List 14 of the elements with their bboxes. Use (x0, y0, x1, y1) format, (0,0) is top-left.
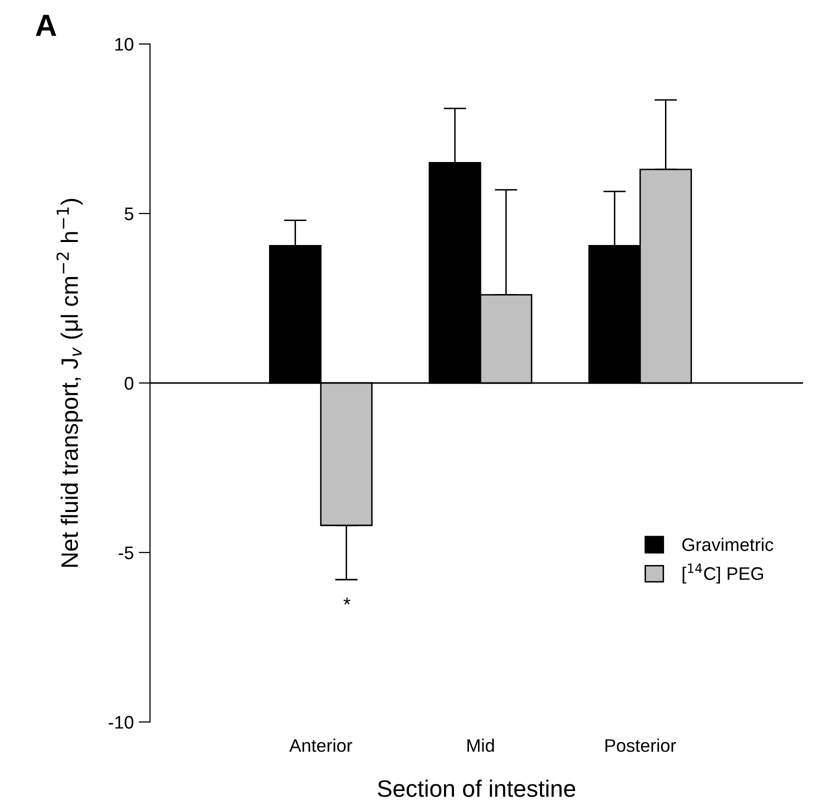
legend-label: Gravimetric (682, 538, 774, 552)
x-tick-label: Anterior (289, 738, 352, 752)
y-tick-label: 10 (115, 38, 134, 51)
y-tick-label: 5 (124, 208, 134, 220)
x-tick-label: Posterior (606, 738, 676, 752)
x-tick-label: Mid (467, 738, 494, 752)
text: A (36, 14, 56, 36)
x-axis-title: Section of intestine (378, 780, 576, 797)
legend-label: [$^{14}$C] PEG (682, 564, 764, 584)
y-axis-title: Net fluid transport, J$_{v}$ (μl cm$^{−2}$ h$^{−1}$) (56, 198, 83, 567)
y-tick-label: -10 (108, 716, 134, 729)
y-tick-label: -5 (118, 546, 134, 560)
annotation: * (344, 598, 350, 604)
y-tick-label: 0 (124, 376, 134, 390)
